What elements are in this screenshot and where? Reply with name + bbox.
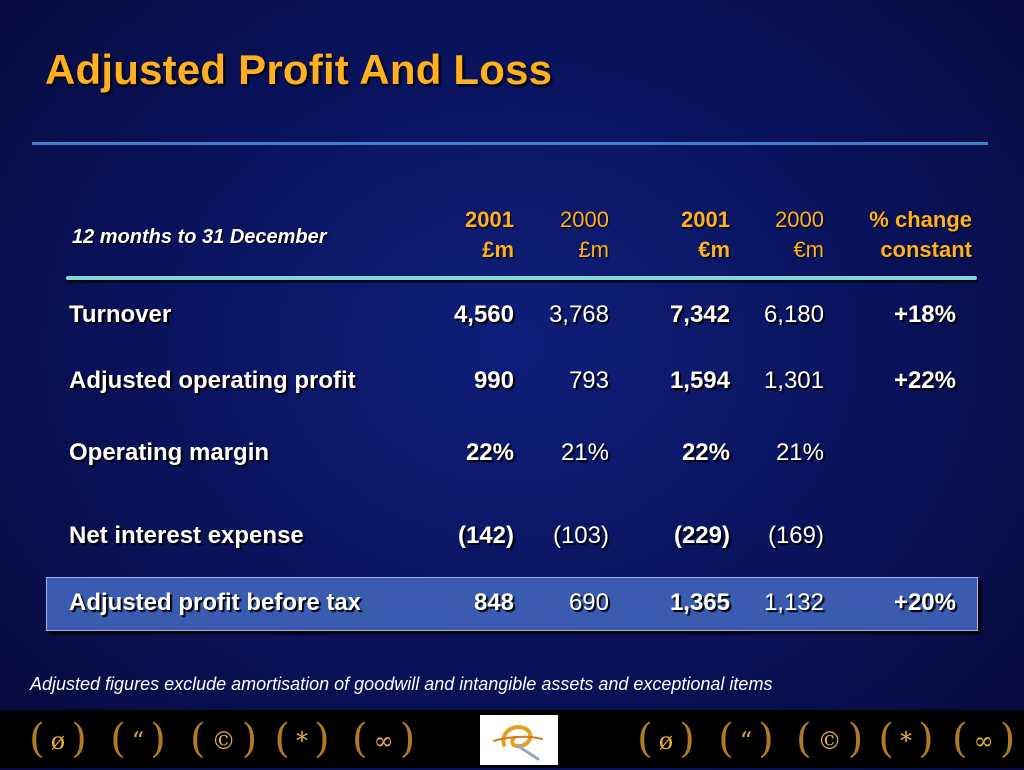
column-header-2001-eur: 2001 €m <box>681 205 730 265</box>
column-header-change-line2: constant <box>880 237 972 262</box>
cell-2000-gbp: 3,768 <box>548 301 609 328</box>
page-title: Adjusted Profit And Loss <box>45 46 553 93</box>
column-header-year: 2001 <box>681 207 730 232</box>
footnote: Adjusted figures exclude amortisation of… <box>30 674 773 694</box>
footer-symbol: (*) <box>878 716 934 762</box>
footer-glyph: * <box>296 727 308 755</box>
footer-glyph: “ <box>739 727 753 755</box>
footer-glyph: ∞ <box>373 727 394 755</box>
footer-symbol: (“) <box>110 716 166 762</box>
column-header-2000-eur: 2000 €m <box>775 205 824 265</box>
footer-symbol: (ø) <box>637 716 695 762</box>
footer-glyph: “ <box>131 727 145 755</box>
column-header-2001-gbp: 2001 £m <box>465 205 514 265</box>
column-header-unit: €m <box>793 237 824 262</box>
header-divider <box>66 276 977 280</box>
column-header-year: 2001 <box>465 207 514 232</box>
footer-symbol: (©) <box>796 716 864 762</box>
row-label: Adjusted profit before tax <box>69 589 362 616</box>
table-row-adjusted-operating-profit: Adjusted operating profit 990 793 1,594 … <box>0 367 1024 401</box>
cell-2000-eur: 1,301 <box>763 367 824 394</box>
table-row-adjusted-profit-before-tax: Adjusted profit before tax 848 690 1,365… <box>0 589 1024 623</box>
table-row-net-interest-expense: Net interest expense (142) (103) (229) (… <box>0 522 1024 556</box>
footer-glyph: * <box>900 727 912 755</box>
cell-2001-gbp: (142) <box>457 522 514 549</box>
cell-2001-eur: 1,594 <box>669 367 730 394</box>
row-label: Adjusted operating profit <box>69 367 356 394</box>
cell-2000-eur: 1,132 <box>763 589 824 616</box>
column-header-2000-gbp: 2000 £m <box>560 205 609 265</box>
column-header-change: % change constant <box>869 205 972 265</box>
row-label: Turnover <box>69 301 172 328</box>
column-header-unit: €m <box>698 237 730 262</box>
table-row-operating-margin: Operating margin 22% 21% 22% 21% <box>0 439 1024 473</box>
column-header-unit: £m <box>578 237 609 262</box>
cell-2001-eur: 7,342 <box>669 301 730 328</box>
cell-change: +22% <box>893 367 956 394</box>
cell-2000-gbp: 690 <box>568 589 609 616</box>
column-header-year: 2000 <box>775 207 824 232</box>
footer-symbol: (∞) <box>352 716 416 762</box>
cell-2001-gbp: 22% <box>465 439 514 466</box>
cell-change: +18% <box>893 301 956 328</box>
cell-2001-gbp: 990 <box>473 367 514 394</box>
row-label: Net interest expense <box>69 522 304 549</box>
cell-change: +20% <box>893 589 956 616</box>
column-header-unit: £m <box>482 237 514 262</box>
cell-2000-eur: (169) <box>767 522 824 549</box>
cell-2001-eur: (229) <box>673 522 730 549</box>
footer-symbol: (*) <box>274 716 330 762</box>
period-label: 12 months to 31 December <box>72 226 327 248</box>
cell-2001-gbp: 4,560 <box>453 301 514 328</box>
cell-2001-eur: 1,365 <box>669 589 730 616</box>
table-row-turnover: Turnover 4,560 3,768 7,342 6,180 +18% <box>0 301 1024 335</box>
row-label: Operating margin <box>69 439 270 466</box>
cell-2000-gbp: 21% <box>560 439 609 466</box>
footer-symbol: (ø) <box>29 716 87 762</box>
footer-symbol: (“) <box>718 716 774 762</box>
cell-2001-gbp: 848 <box>473 589 514 616</box>
highlight-row-background <box>46 577 978 631</box>
logo-mark-icon <box>493 725 543 761</box>
footer-glyph: ø <box>658 727 674 755</box>
footer-glyph: ∞ <box>973 727 994 755</box>
cell-2000-gbp: 793 <box>568 367 609 394</box>
cell-2000-eur: 6,180 <box>763 301 824 328</box>
cell-2000-eur: 21% <box>775 439 824 466</box>
footer-glyph: © <box>817 727 842 755</box>
title-divider <box>32 142 988 145</box>
footer-glyph: ø <box>50 727 66 755</box>
footer-symbol: (©) <box>190 716 258 762</box>
cell-2000-gbp: (103) <box>552 522 609 549</box>
cell-2001-eur: 22% <box>681 439 730 466</box>
footer-glyph: © <box>211 727 236 755</box>
footer-symbol: (∞) <box>952 716 1016 762</box>
company-logo <box>480 715 558 765</box>
column-header-year: 2000 <box>560 207 609 232</box>
column-header-change-line1: % change <box>869 207 972 232</box>
